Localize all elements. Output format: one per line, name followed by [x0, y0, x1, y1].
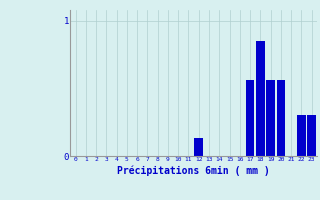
Bar	[246, 80, 254, 156]
Bar	[256, 41, 265, 156]
X-axis label: Précipitations 6min ( mm ): Précipitations 6min ( mm )	[117, 165, 270, 176]
Bar	[276, 80, 285, 156]
Bar	[307, 115, 316, 156]
Bar	[194, 138, 203, 156]
Bar	[297, 115, 306, 156]
Bar	[266, 80, 275, 156]
